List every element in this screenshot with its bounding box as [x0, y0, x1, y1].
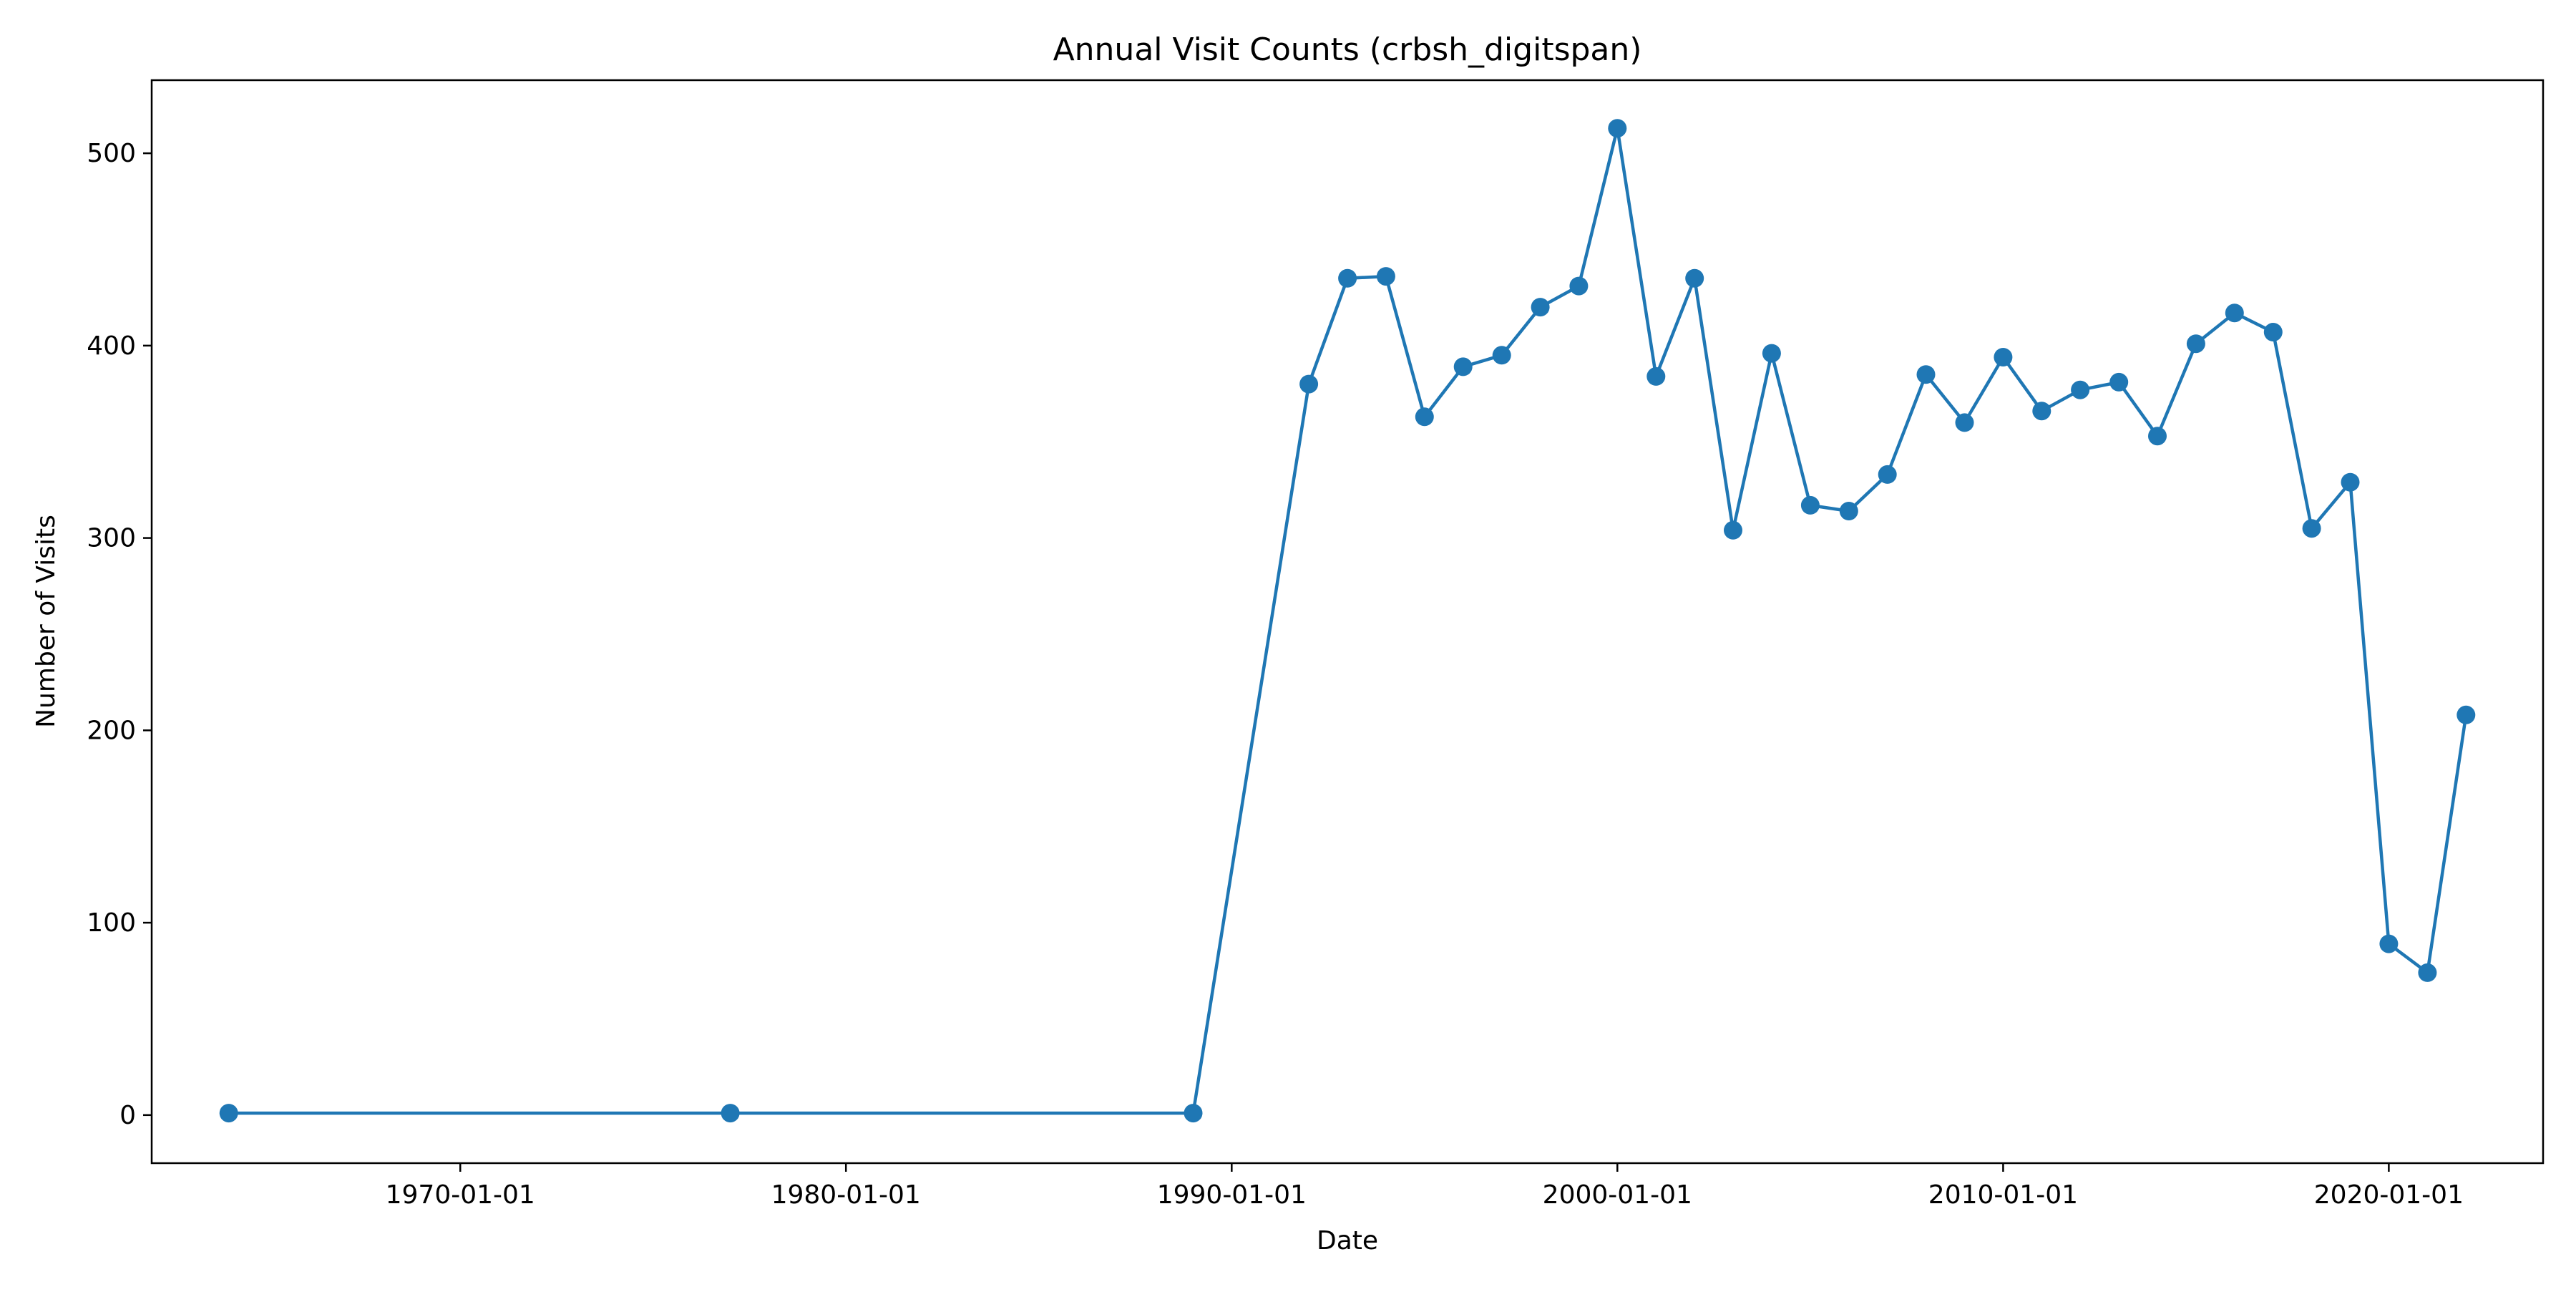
- y-tick-label: 100: [87, 908, 136, 938]
- y-tick-label: 400: [87, 331, 136, 361]
- data-point: [2032, 402, 2051, 421]
- data-point: [2418, 963, 2437, 982]
- data-point: [2457, 705, 2476, 724]
- x-tick-label: 1980-01-01: [771, 1180, 921, 1210]
- plot-area: [219, 119, 2476, 1123]
- y-tick-label: 200: [87, 716, 136, 745]
- data-point: [2341, 472, 2360, 492]
- data-point: [2379, 934, 2399, 953]
- data-point: [1800, 495, 1820, 515]
- x-tick-label: 2020-01-01: [2314, 1180, 2464, 1210]
- data-point: [1646, 366, 1666, 386]
- data-point: [2109, 372, 2129, 392]
- data-point: [1994, 348, 2013, 366]
- data-point: [1608, 119, 1627, 138]
- data-point: [721, 1104, 740, 1123]
- data-point: [1762, 344, 1781, 363]
- data-point: [1724, 520, 1742, 540]
- x-tick-label: 1990-01-01: [1157, 1180, 1307, 1210]
- data-point: [2148, 427, 2167, 446]
- data-point: [1184, 1104, 1203, 1123]
- data-point: [1376, 267, 1395, 286]
- data-point: [1878, 465, 1897, 484]
- data-point: [1685, 268, 1704, 288]
- x-tick-label: 2010-01-01: [1928, 1180, 2078, 1210]
- data-point: [2302, 519, 2321, 538]
- y-tick-label: 500: [87, 139, 136, 168]
- data-point: [1492, 346, 1511, 365]
- y-tick-label: 0: [119, 1101, 136, 1130]
- plot-frame: [150, 79, 2545, 1165]
- data-point: [219, 1104, 238, 1123]
- data-point: [2186, 334, 2205, 354]
- data-point: [1453, 357, 1473, 377]
- data-point: [1415, 407, 1434, 427]
- data-point: [1338, 268, 1357, 288]
- data-point: [2071, 380, 2090, 399]
- data-point: [1531, 298, 1550, 317]
- x-axis-ticks: 1970-01-01 1980-01-01 1990-01-01 2000-01-01…: [386, 1163, 2464, 1210]
- data-point: [2225, 303, 2244, 323]
- data-point: [1569, 276, 1589, 296]
- y-tick-label: 300: [87, 524, 136, 553]
- data-point: [1955, 413, 1974, 432]
- data-point: [1839, 502, 1858, 520]
- chart-title: Annual Visit Counts (crbsh_digitspan): [1053, 31, 1642, 68]
- y-axis-ticks: 0 100 200 300 400 500: [87, 139, 152, 1130]
- series-line: [228, 126, 2468, 1115]
- y-axis-label: Number of Visits: [31, 515, 61, 728]
- data-point: [1916, 365, 1936, 384]
- data-point: [2263, 323, 2283, 341]
- x-axis-label: Date: [1317, 1226, 1378, 1255]
- x-tick-label: 2000-01-01: [1543, 1180, 1692, 1210]
- x-tick-label: 1970-01-01: [386, 1180, 535, 1210]
- data-point: [1299, 374, 1319, 394]
